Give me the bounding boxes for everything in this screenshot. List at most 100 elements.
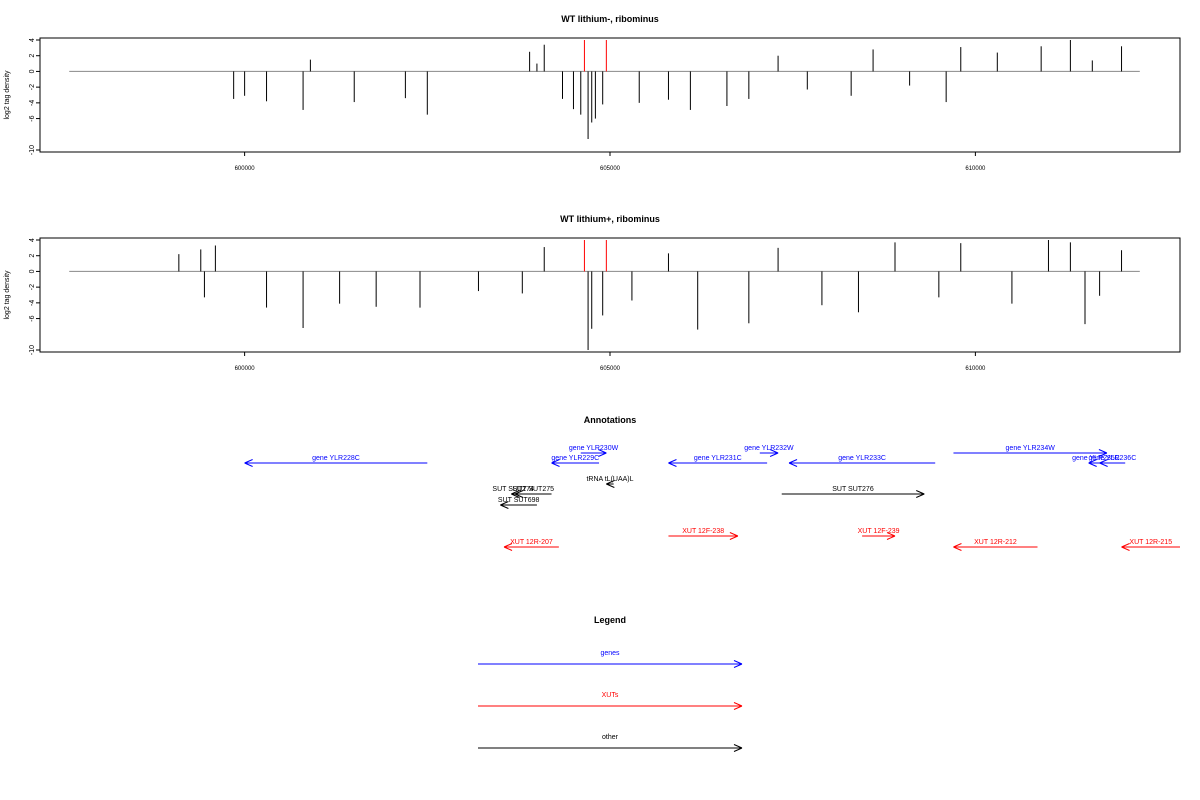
feature: XUT 12F-238 [668,528,739,540]
feature: gene YLR233C [788,455,936,467]
legend-arrow-head [733,660,743,665]
feature-arrow-head [729,532,739,537]
feature-arrow-head [1088,462,1097,467]
feature-label: XUT 12R-212 [974,539,1017,546]
track-panel-1: WT lithium-, ribominus 4 2 0 -2 -4 -6 -10 log2 t… [4,14,1181,172]
feature-arrow-head [1099,459,1108,464]
feature-label: gene YLR234W [1006,445,1056,452]
legend-item: XUTs [478,692,743,710]
legend-arrow-head [733,663,743,668]
feature-label: XUT 12F-239 [858,528,900,535]
feature-arrow-head [1098,449,1108,454]
feature-arrow-head [1098,452,1108,457]
feature-arrow-head [500,504,509,509]
feature-arrow-head [886,532,896,537]
feature-arrow-head [606,483,615,488]
feature-arrow-head [500,501,509,506]
feature: XUT 12R-212 [953,539,1038,551]
feature-label: gene YLR235C [1072,455,1120,462]
legend-label: XUTs [602,692,619,699]
panel-title: WT lithium-, ribominus [561,14,659,24]
feature-label: SUT SUT276 [832,486,874,493]
x-tick-label: 605000 [600,366,621,372]
y-tick-label: -10 [29,345,36,355]
annotations-title: Annotations [584,415,637,425]
feature: SUT SUT276 [781,486,925,498]
x-tick-label: 610000 [965,166,986,172]
feature-arrow-head [503,546,513,551]
feature: gene YLR230W [569,445,619,457]
x-tick-label: 605000 [600,166,621,172]
legend-item: other [478,734,743,752]
y-tick-label: -6 [29,115,36,121]
feature-arrow-head [729,535,739,540]
feature: gene YLR236C [1089,455,1137,467]
x-tick-label: 610000 [965,366,986,372]
y-tick-label: -10 [29,145,36,155]
y-tick-label: -2 [29,84,36,90]
feature: XUT 12F-239 [858,528,900,540]
feature-label: XUT 12R-215 [1129,539,1172,546]
feature-arrow-head [606,480,615,485]
feature-arrow-head [514,493,524,498]
y-tick-label: -6 [29,315,36,321]
feature-arrow-head [551,459,560,464]
feature: SUT SUT274 [492,486,534,498]
feature-arrow-head [916,493,925,498]
y-tick-label: -2 [29,284,36,290]
y-tick-label: -4 [29,100,36,106]
feature-arrow-head [514,490,524,495]
y-tick-label: 4 [29,238,36,242]
feature-label: gene YLR236C [1089,455,1137,462]
feature-arrow-head [551,462,560,467]
track-panel-2: WT lithium+, ribominus 4 2 0 -2 -4 -6 -10 log2 t… [4,214,1181,372]
x-tick-label: 600000 [235,166,256,172]
feature-arrow-head [953,546,962,551]
panel-title: WT lithium+, ribominus [560,214,660,224]
feature-label: gene YLR230W [569,445,619,452]
feature-arrow-head [1088,459,1097,464]
feature-label: XUT 12R-207 [510,539,553,546]
x-tick-label: 600000 [235,366,256,372]
feature-arrow-head [668,462,677,467]
feature-arrow-head [1099,462,1108,467]
feature-arrow-head [769,449,779,454]
legend-label: genes [600,650,620,657]
annotations-panel: Annotations gene YLR228C gene YLR229C gene … [244,415,1180,551]
feature: XUT 12R-215 [1121,539,1180,551]
y-axis-label: log2 tag density [4,270,11,320]
feature: SUT SUT275 [513,486,554,498]
feature: XUT 12R-207 [503,539,559,551]
feature: gene YLR234W [953,445,1108,457]
feature-label: gene YLR232W [744,445,794,452]
y-tick-label: 2 [29,254,36,258]
legend-label: other [602,734,619,741]
feature-arrow-head [511,493,520,498]
feature: tRNA tL(UAA)L [586,476,634,488]
feature-label: SUT SUT274 [492,486,534,493]
legend-arrow-head [733,747,743,752]
feature-arrow-head [916,490,925,495]
feature-label: SUT SUT698 [498,497,540,504]
y-tick-label: 2 [29,54,36,58]
legend-arrow-head [733,744,743,749]
feature-arrow-head [598,449,607,454]
legend-title: Legend [594,615,626,625]
feature-arrow-head [769,452,779,457]
feature: SUT SUT698 [498,497,540,509]
feature: gene YLR228C [244,455,428,467]
feature-arrow-head [511,490,520,495]
y-tick-label: -4 [29,300,36,306]
feature-label: tRNA tL(UAA)L [586,476,633,483]
feature-label: XUT 12F-238 [682,528,724,535]
feature-arrow-head [953,543,962,548]
feature-arrow-head [503,543,513,548]
feature: gene YLR231C [668,455,768,467]
y-tick-label: 4 [29,38,36,42]
feature-label: gene YLR229C [551,455,599,462]
feature-arrow-head [1121,546,1130,551]
legend-arrow-head [733,705,743,710]
feature-arrow-head [668,459,677,464]
feature-arrow-head [598,452,607,457]
